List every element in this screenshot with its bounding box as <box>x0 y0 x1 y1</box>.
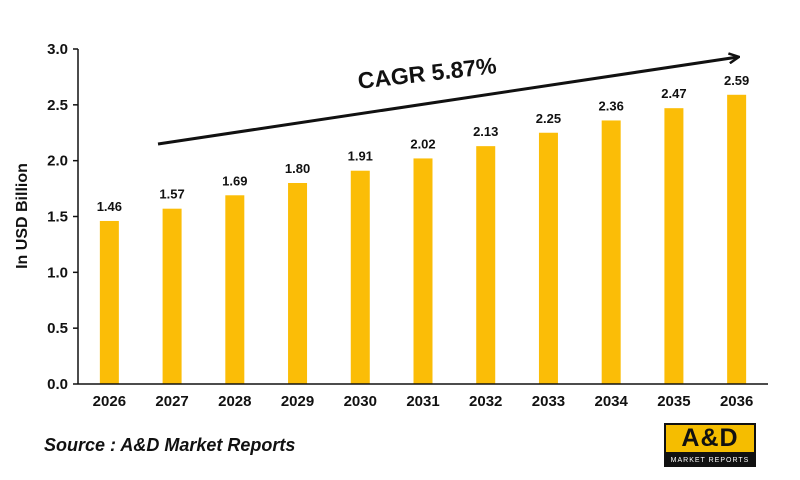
x-tick-label: 2035 <box>657 393 690 410</box>
x-tick-label: 2033 <box>532 393 565 410</box>
data-label: 1.57 <box>159 187 184 202</box>
y-tick-label: 2.0 <box>47 153 68 170</box>
x-tick-label: 2027 <box>155 393 188 410</box>
data-label: 1.46 <box>97 199 122 214</box>
y-tick-label: 1.5 <box>47 209 68 226</box>
logo-subtext: MARKET REPORTS <box>664 454 756 467</box>
x-tick-label: 2036 <box>720 393 753 410</box>
y-tick-label: 2.5 <box>47 97 68 114</box>
bar-2032 <box>476 146 496 384</box>
bar-2029 <box>288 183 308 384</box>
data-label: 1.80 <box>285 161 310 176</box>
data-label: 2.47 <box>661 86 686 101</box>
data-label: 2.36 <box>599 98 624 113</box>
data-label: 1.69 <box>222 173 247 188</box>
data-label: 1.91 <box>348 149 373 164</box>
y-tick-label: 0.5 <box>47 320 68 337</box>
bar-2028 <box>225 195 245 384</box>
bar-2031 <box>413 158 433 384</box>
bar-2036 <box>727 94 747 385</box>
y-tick-label: 3.0 <box>47 41 68 58</box>
source-note: Source : A&D Market Reports <box>44 435 296 455</box>
x-tick-label: 2034 <box>594 393 628 410</box>
bar-2030 <box>350 170 370 384</box>
cagr-arrow <box>157 57 738 146</box>
bar-2034 <box>601 120 621 384</box>
x-tick-label: 2031 <box>406 393 439 410</box>
x-tick-label: 2026 <box>93 393 126 410</box>
cagr-label: CAGR 5.87% <box>356 52 497 94</box>
brand-logo: A&D MARKET REPORTS <box>664 423 756 467</box>
x-tick-label: 2029 <box>281 393 314 410</box>
bar-2033 <box>538 132 558 384</box>
bar-2026 <box>99 220 119 384</box>
x-tick-label: 2030 <box>344 393 377 410</box>
bar-2027 <box>162 208 182 384</box>
y-tick-label: 1.0 <box>47 264 68 281</box>
x-tick-label: 2028 <box>218 393 251 410</box>
y-tick-label: 0.0 <box>47 376 68 393</box>
logo-text: A&D <box>681 424 739 452</box>
y-axis-title: In USD Billion <box>14 163 31 269</box>
data-label: 2.13 <box>473 124 498 139</box>
data-label: 2.25 <box>536 111 561 126</box>
data-label: 2.02 <box>410 136 435 151</box>
data-label: 2.59 <box>724 73 749 88</box>
x-tick-label: 2032 <box>469 393 502 410</box>
bar-2035 <box>664 108 684 384</box>
